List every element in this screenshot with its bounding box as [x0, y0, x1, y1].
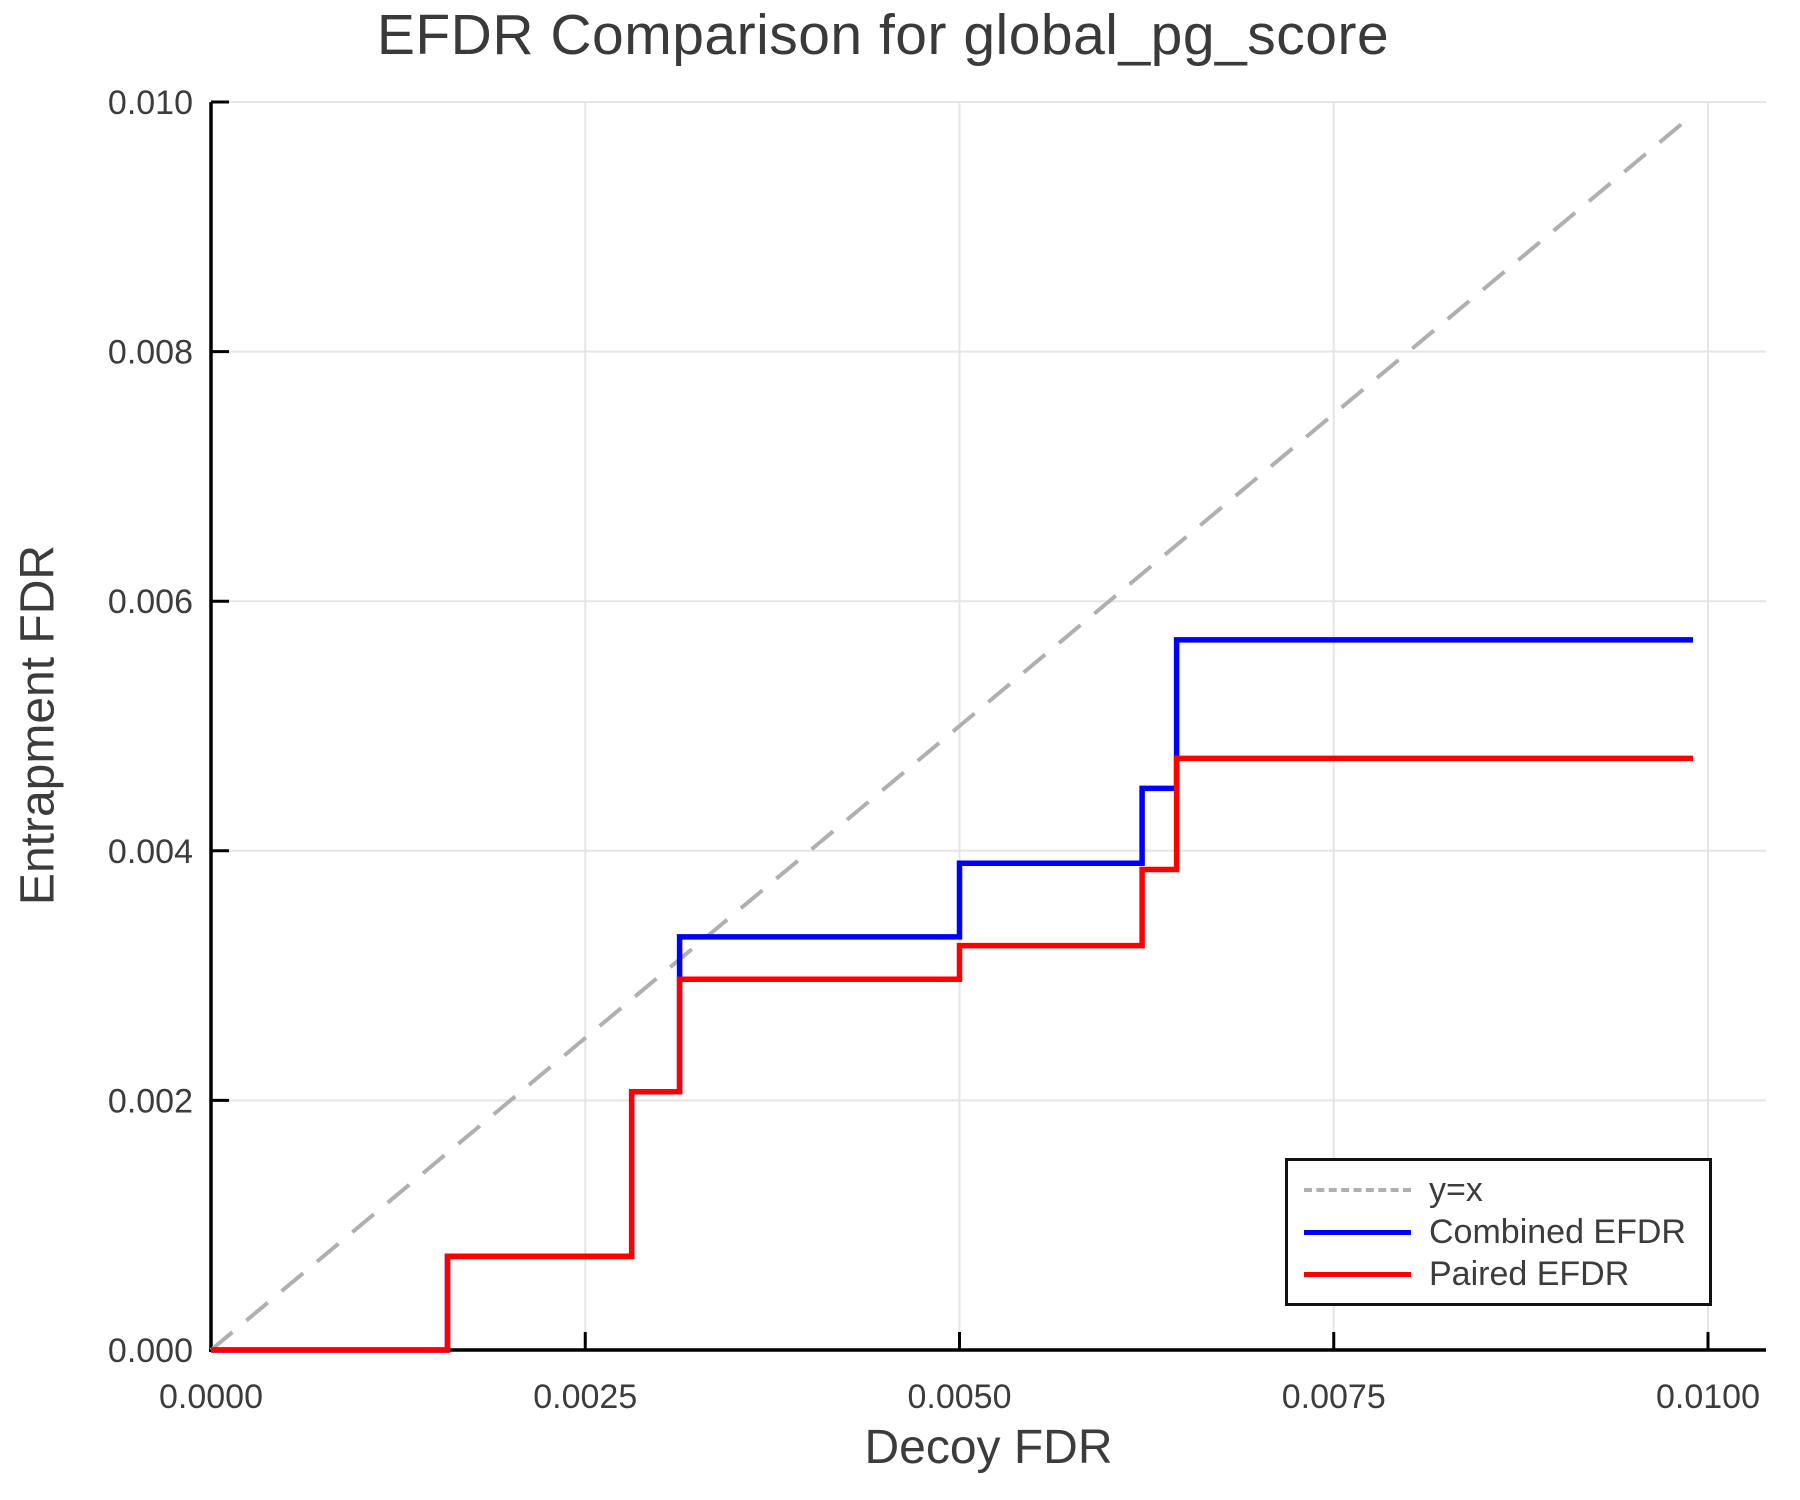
yx-line-swatch [1304, 1188, 1411, 1192]
chart-title: EFDR Comparison for global_pg_score [376, 3, 1390, 67]
legend: y=x Combined EFDR Paired EFDR [1285, 1158, 1712, 1306]
x-tick-label: 0.0050 [908, 1378, 1012, 1416]
y-tick-label: 0.006 [108, 583, 193, 621]
legend-item-paired-efdr: Paired EFDR [1304, 1255, 1709, 1293]
y-tick-label: 0.000 [108, 1332, 193, 1370]
legend-item-yx: y=x [1304, 1171, 1709, 1209]
y-tick-label: 0.002 [108, 1082, 193, 1120]
x-tick-label: 0.0025 [533, 1378, 637, 1416]
legend-item-combined-efdr: Combined EFDR [1304, 1213, 1709, 1251]
combined-efdr-line-swatch [1304, 1229, 1411, 1235]
legend-label-paired-efdr: Paired EFDR [1429, 1255, 1630, 1293]
y-tick-label: 0.008 [108, 334, 193, 372]
legend-label-yx: y=x [1429, 1171, 1483, 1209]
paired-efdr-line-swatch [1304, 1271, 1411, 1277]
x-tick-label: 0.0075 [1282, 1378, 1386, 1416]
x-tick-label: 0.0100 [1656, 1378, 1760, 1416]
y-tick-label: 0.010 [108, 84, 193, 122]
y-tick-label: 0.004 [108, 833, 193, 871]
x-tick-label: 0.0000 [159, 1378, 263, 1416]
x-axis-label: Decoy FDR [864, 1421, 1113, 1474]
legend-label-combined-efdr: Combined EFDR [1429, 1213, 1686, 1251]
series-paired-efdr [211, 755, 1693, 1353]
